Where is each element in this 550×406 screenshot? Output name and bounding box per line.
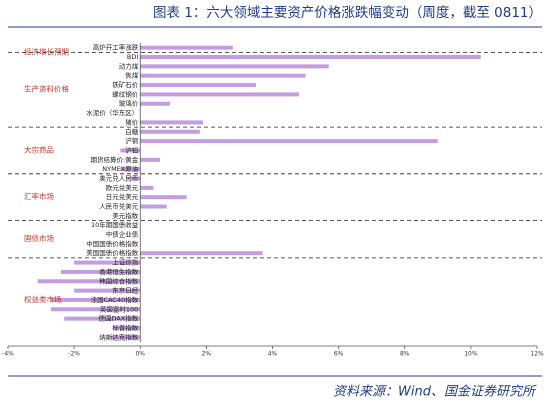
- x-tick-label: -2%: [68, 351, 80, 358]
- category-label: 玻璃价: [119, 99, 139, 108]
- bar: [120, 167, 141, 172]
- bar: [140, 129, 200, 134]
- chart-title: 图表 1：六大领域主要资产价格涨跌幅变动（周度，截至 0811）: [153, 5, 542, 21]
- bar: [120, 148, 141, 153]
- x-tick-label: 0%: [135, 351, 145, 358]
- bar: [140, 73, 306, 78]
- x-tick-label: 2%: [202, 351, 212, 358]
- category-label: 标普指数: [112, 323, 139, 332]
- bar: [140, 92, 299, 97]
- group-label: 汇率市场: [24, 191, 54, 201]
- category-label: 人民币兑美元: [99, 202, 139, 211]
- bar: [140, 204, 167, 209]
- bar: [140, 45, 233, 50]
- category-label: 猪价: [125, 117, 139, 126]
- category-label: 10年期国债收益: [91, 220, 139, 229]
- bar: [140, 101, 171, 106]
- category-label: 韩国综合指数: [99, 276, 139, 285]
- bar: [140, 157, 161, 162]
- x-tick-label: 12%: [530, 351, 544, 358]
- bar: [74, 288, 141, 293]
- bar: [64, 316, 141, 321]
- category-label: 中国国债价格指数: [86, 239, 139, 248]
- x-tick-label: 6%: [334, 351, 344, 358]
- category-label: 白糖: [125, 127, 139, 136]
- bar: [140, 251, 263, 256]
- category-label: BDI: [127, 53, 138, 61]
- category-label: 日元兑美元: [106, 192, 139, 201]
- bar: [140, 83, 256, 88]
- category-label: 德国DAX指数: [98, 314, 138, 323]
- category-label: 中债企业债: [106, 230, 139, 239]
- x-tick-label: -4%: [2, 351, 14, 358]
- category-label: 动力煤: [119, 61, 139, 70]
- bar: [50, 297, 141, 302]
- group-label: 生产资料价格: [24, 84, 69, 94]
- bar: [140, 185, 154, 190]
- bar: [140, 55, 481, 60]
- category-label: 焦煤: [125, 71, 139, 80]
- category-label: 欧元兑美元: [106, 183, 139, 192]
- bar: [113, 325, 141, 330]
- bar: [140, 139, 438, 144]
- bar: [140, 64, 329, 69]
- category-label: NYMEX原油: [102, 164, 138, 173]
- group-label: 大宗商品: [24, 144, 54, 154]
- bar: [140, 120, 204, 125]
- source: 资料来源：Wind、国金证券研究所: [333, 384, 537, 400]
- x-tick-label: 4%: [268, 351, 278, 358]
- category-label: 期货结算价:黄金: [91, 155, 139, 164]
- bar: [110, 335, 141, 340]
- category-label: 香港恒生指数: [99, 267, 139, 276]
- category-label: 东京日经: [112, 286, 139, 295]
- category-label: 沪铝: [125, 145, 138, 154]
- bar: [74, 260, 141, 265]
- group-label: 经济增长预期: [24, 46, 69, 56]
- category-label: 法国CAC40指数: [91, 295, 139, 304]
- bar: [50, 307, 141, 312]
- category-label: 螺纹钢价: [112, 89, 139, 98]
- category-label: 英国富时100: [100, 304, 138, 313]
- category-label: 上证综指: [112, 258, 139, 267]
- category-label: 美国国债价格指数: [86, 248, 139, 257]
- category-label: 美元兑人民币: [99, 173, 138, 182]
- category-label: 美元指数: [112, 211, 139, 220]
- x-tick-label: 8%: [400, 351, 410, 358]
- category-label: 铁矿石价: [112, 80, 139, 89]
- bar: [130, 176, 141, 181]
- group-label: 国债市场: [24, 233, 54, 243]
- bar: [140, 195, 187, 200]
- category-label: 纳斯达克指数: [99, 332, 139, 341]
- x-tick-label: 10%: [464, 351, 478, 358]
- category-label: 水泥价（华东区）: [86, 108, 138, 117]
- bar: [37, 279, 141, 284]
- group-label: 权益类市场: [24, 294, 62, 304]
- category-label: 沪铜: [125, 136, 139, 145]
- category-label: 高炉开工率涨跌: [93, 43, 139, 52]
- bar: [60, 269, 141, 274]
